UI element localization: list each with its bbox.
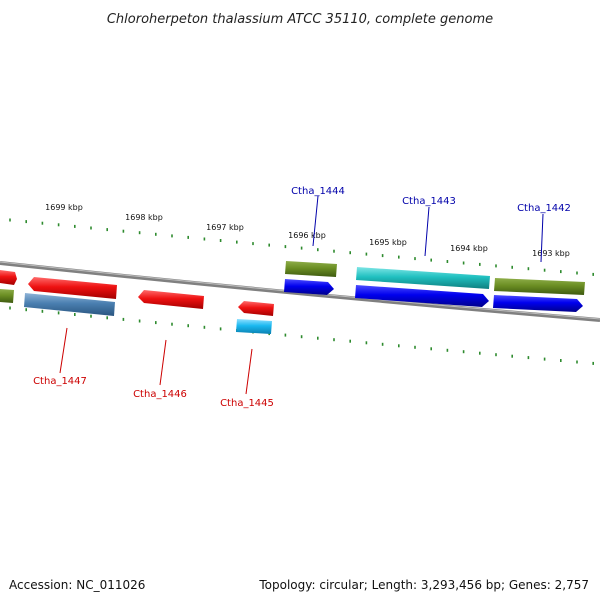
topology-text: Topology: circular; Length: 3,293,456 bp… [259, 578, 589, 592]
gene-arrow-ctha-1447[interactable] [28, 277, 117, 299]
gene-label-ctha-1445[interactable]: Ctha_1445 [220, 398, 274, 409]
feature-cyan-1443[interactable] [356, 267, 490, 289]
gene-label-ctha-1446[interactable]: Ctha_1446 [133, 389, 187, 400]
scale-ticks-inner [9, 306, 595, 365]
genome-title: Chloroherpeton thalassium ATCC 35110, co… [107, 12, 493, 27]
scale-label-1693: 1693 kbp [532, 249, 570, 258]
scale-label-1697: 1697 kbp [206, 223, 244, 232]
feature-row-outer [0, 261, 585, 303]
gene-arrow-ctha-1443[interactable] [355, 285, 489, 307]
gene-arrow-ctha-1442[interactable] [493, 295, 583, 312]
gene-arrow-ctha-1445[interactable] [238, 301, 274, 316]
leader-ctha-1447 [59, 327, 68, 374]
scale-label-1696: 1696 kbp [288, 231, 326, 240]
feature-lightblue-1445[interactable] [236, 319, 272, 334]
leader-ctha-1445 [245, 348, 253, 395]
gene-arrow-left-edge[interactable] [0, 270, 17, 285]
gene-label-ctha-1444[interactable]: Ctha_1444 [291, 186, 345, 197]
accession-text: Accession: NC_011026 [9, 578, 146, 592]
leader-ctha-1443 [424, 206, 430, 257]
gene-label-ctha-1442[interactable]: Ctha_1442 [517, 203, 571, 214]
feature-olive-left[interactable] [0, 289, 14, 303]
feature-olive-1444[interactable] [285, 261, 337, 277]
scale-ticks-outer [9, 218, 595, 276]
scale-label-1699: 1699 kbp [45, 203, 83, 212]
gene-leaders [59, 195, 544, 395]
leader-ctha-1442 [540, 213, 544, 263]
genome-backbone [0, 261, 600, 322]
feature-olive-1442[interactable] [494, 278, 585, 295]
scale-label-1694: 1694 kbp [450, 244, 488, 253]
scale-label-1695: 1695 kbp [369, 238, 407, 247]
gene-label-ctha-1447[interactable]: Ctha_1447 [33, 376, 87, 387]
gene-labels: Ctha_1444 Ctha_1443 Ctha_1442 Ctha_1447 … [33, 186, 571, 409]
scale-label-1698: 1698 kbp [125, 213, 163, 222]
scale-labels: 1699 kbp 1698 kbp 1697 kbp 1696 kbp 1695… [45, 203, 570, 258]
gene-arrow-ctha-1444[interactable] [284, 279, 334, 295]
leader-ctha-1446 [159, 339, 167, 386]
gene-arrow-ctha-1446[interactable] [138, 290, 204, 309]
gene-label-ctha-1443[interactable]: Ctha_1443 [402, 196, 456, 207]
leader-ctha-1444 [312, 195, 319, 247]
feature-row-inner [0, 270, 583, 334]
feature-steel-1447[interactable] [24, 293, 115, 316]
